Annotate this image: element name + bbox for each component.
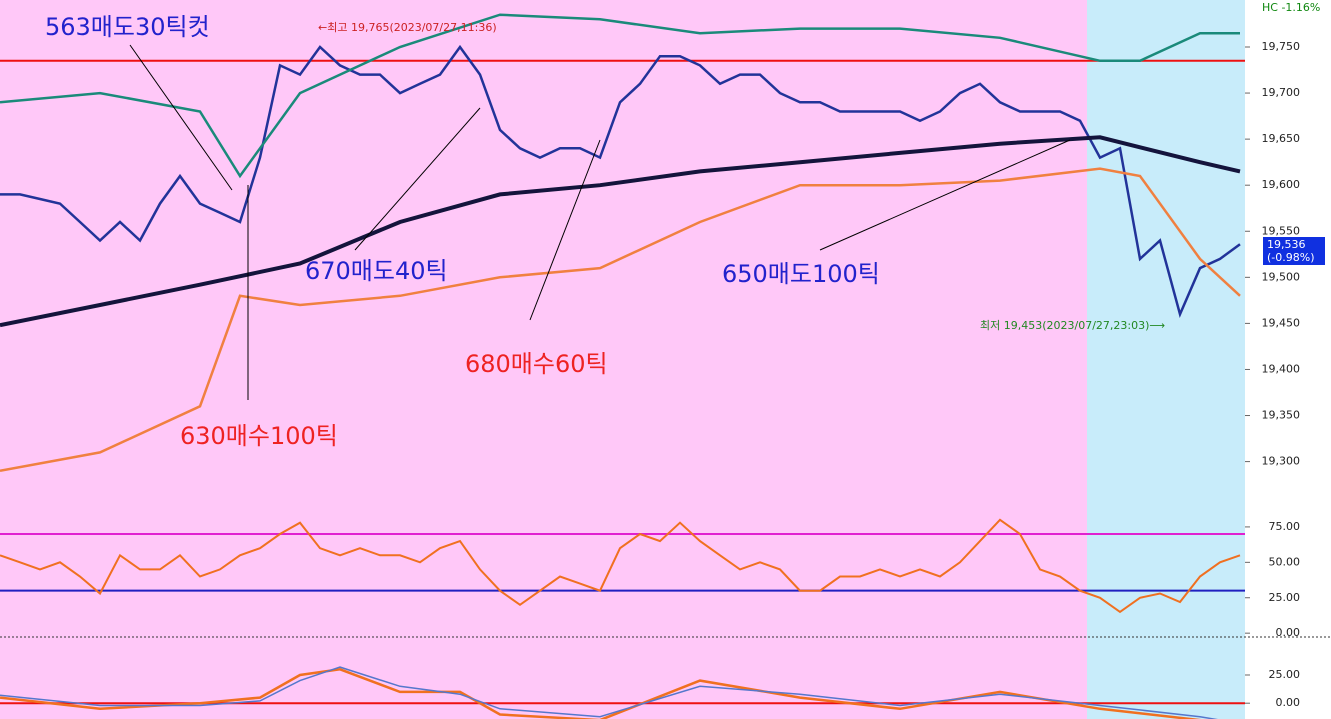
annotation: 670매도40틱 bbox=[305, 257, 448, 285]
series-line bbox=[0, 44, 1241, 318]
series-line bbox=[0, 135, 1241, 328]
y-tick-label: 19,550 bbox=[1262, 224, 1301, 237]
high-note: ←최고 19,765(2023/07/27,11:36) bbox=[318, 21, 497, 34]
series-line bbox=[0, 666, 1219, 719]
symbol-change: HC -1.16% bbox=[1262, 1, 1320, 14]
price-tag-change: (-0.98%) bbox=[1267, 251, 1315, 264]
y-tick-label: 50.00 bbox=[1269, 555, 1301, 568]
y-tick-label: 19,650 bbox=[1262, 132, 1301, 145]
annotation: 680매수60틱 bbox=[465, 350, 608, 378]
bg-pink bbox=[0, 0, 1087, 719]
axis-bg bbox=[1245, 0, 1331, 719]
annotation: 650매도100틱 bbox=[722, 260, 880, 288]
y-tick-label: 0.00 bbox=[1276, 626, 1301, 639]
annotation: 563매도30틱컷 bbox=[45, 13, 210, 41]
y-tick-label: 19,500 bbox=[1262, 270, 1301, 283]
y-tick-label: 19,400 bbox=[1262, 362, 1301, 375]
price-tag bbox=[1263, 237, 1325, 265]
y-tick-label: 19,300 bbox=[1262, 455, 1301, 468]
y-tick-label: 19,450 bbox=[1262, 316, 1301, 329]
y-tick-label: 0.00 bbox=[1276, 696, 1301, 709]
series-line bbox=[0, 518, 1241, 614]
arrows bbox=[129, 44, 1071, 400]
y-tick-label: 19,700 bbox=[1262, 86, 1301, 99]
y-tick-label: 25.00 bbox=[1269, 668, 1301, 681]
series-line bbox=[0, 167, 1241, 473]
annotation: 630매수100틱 bbox=[180, 422, 338, 450]
y-tick-label: 19,750 bbox=[1262, 40, 1301, 53]
y-tick-label: 19,600 bbox=[1262, 178, 1301, 191]
series-line bbox=[0, 13, 1240, 179]
y-tick-label: 25.00 bbox=[1269, 591, 1301, 604]
low-note: 최저 19,453(2023/07/27,23:03)⟶ bbox=[980, 319, 1165, 332]
price-tag-text: 19,536 bbox=[1267, 238, 1306, 251]
bg-blue bbox=[1087, 0, 1245, 719]
y-tick-label: 19,350 bbox=[1262, 409, 1301, 422]
y-tick-label: 75.00 bbox=[1269, 520, 1301, 533]
